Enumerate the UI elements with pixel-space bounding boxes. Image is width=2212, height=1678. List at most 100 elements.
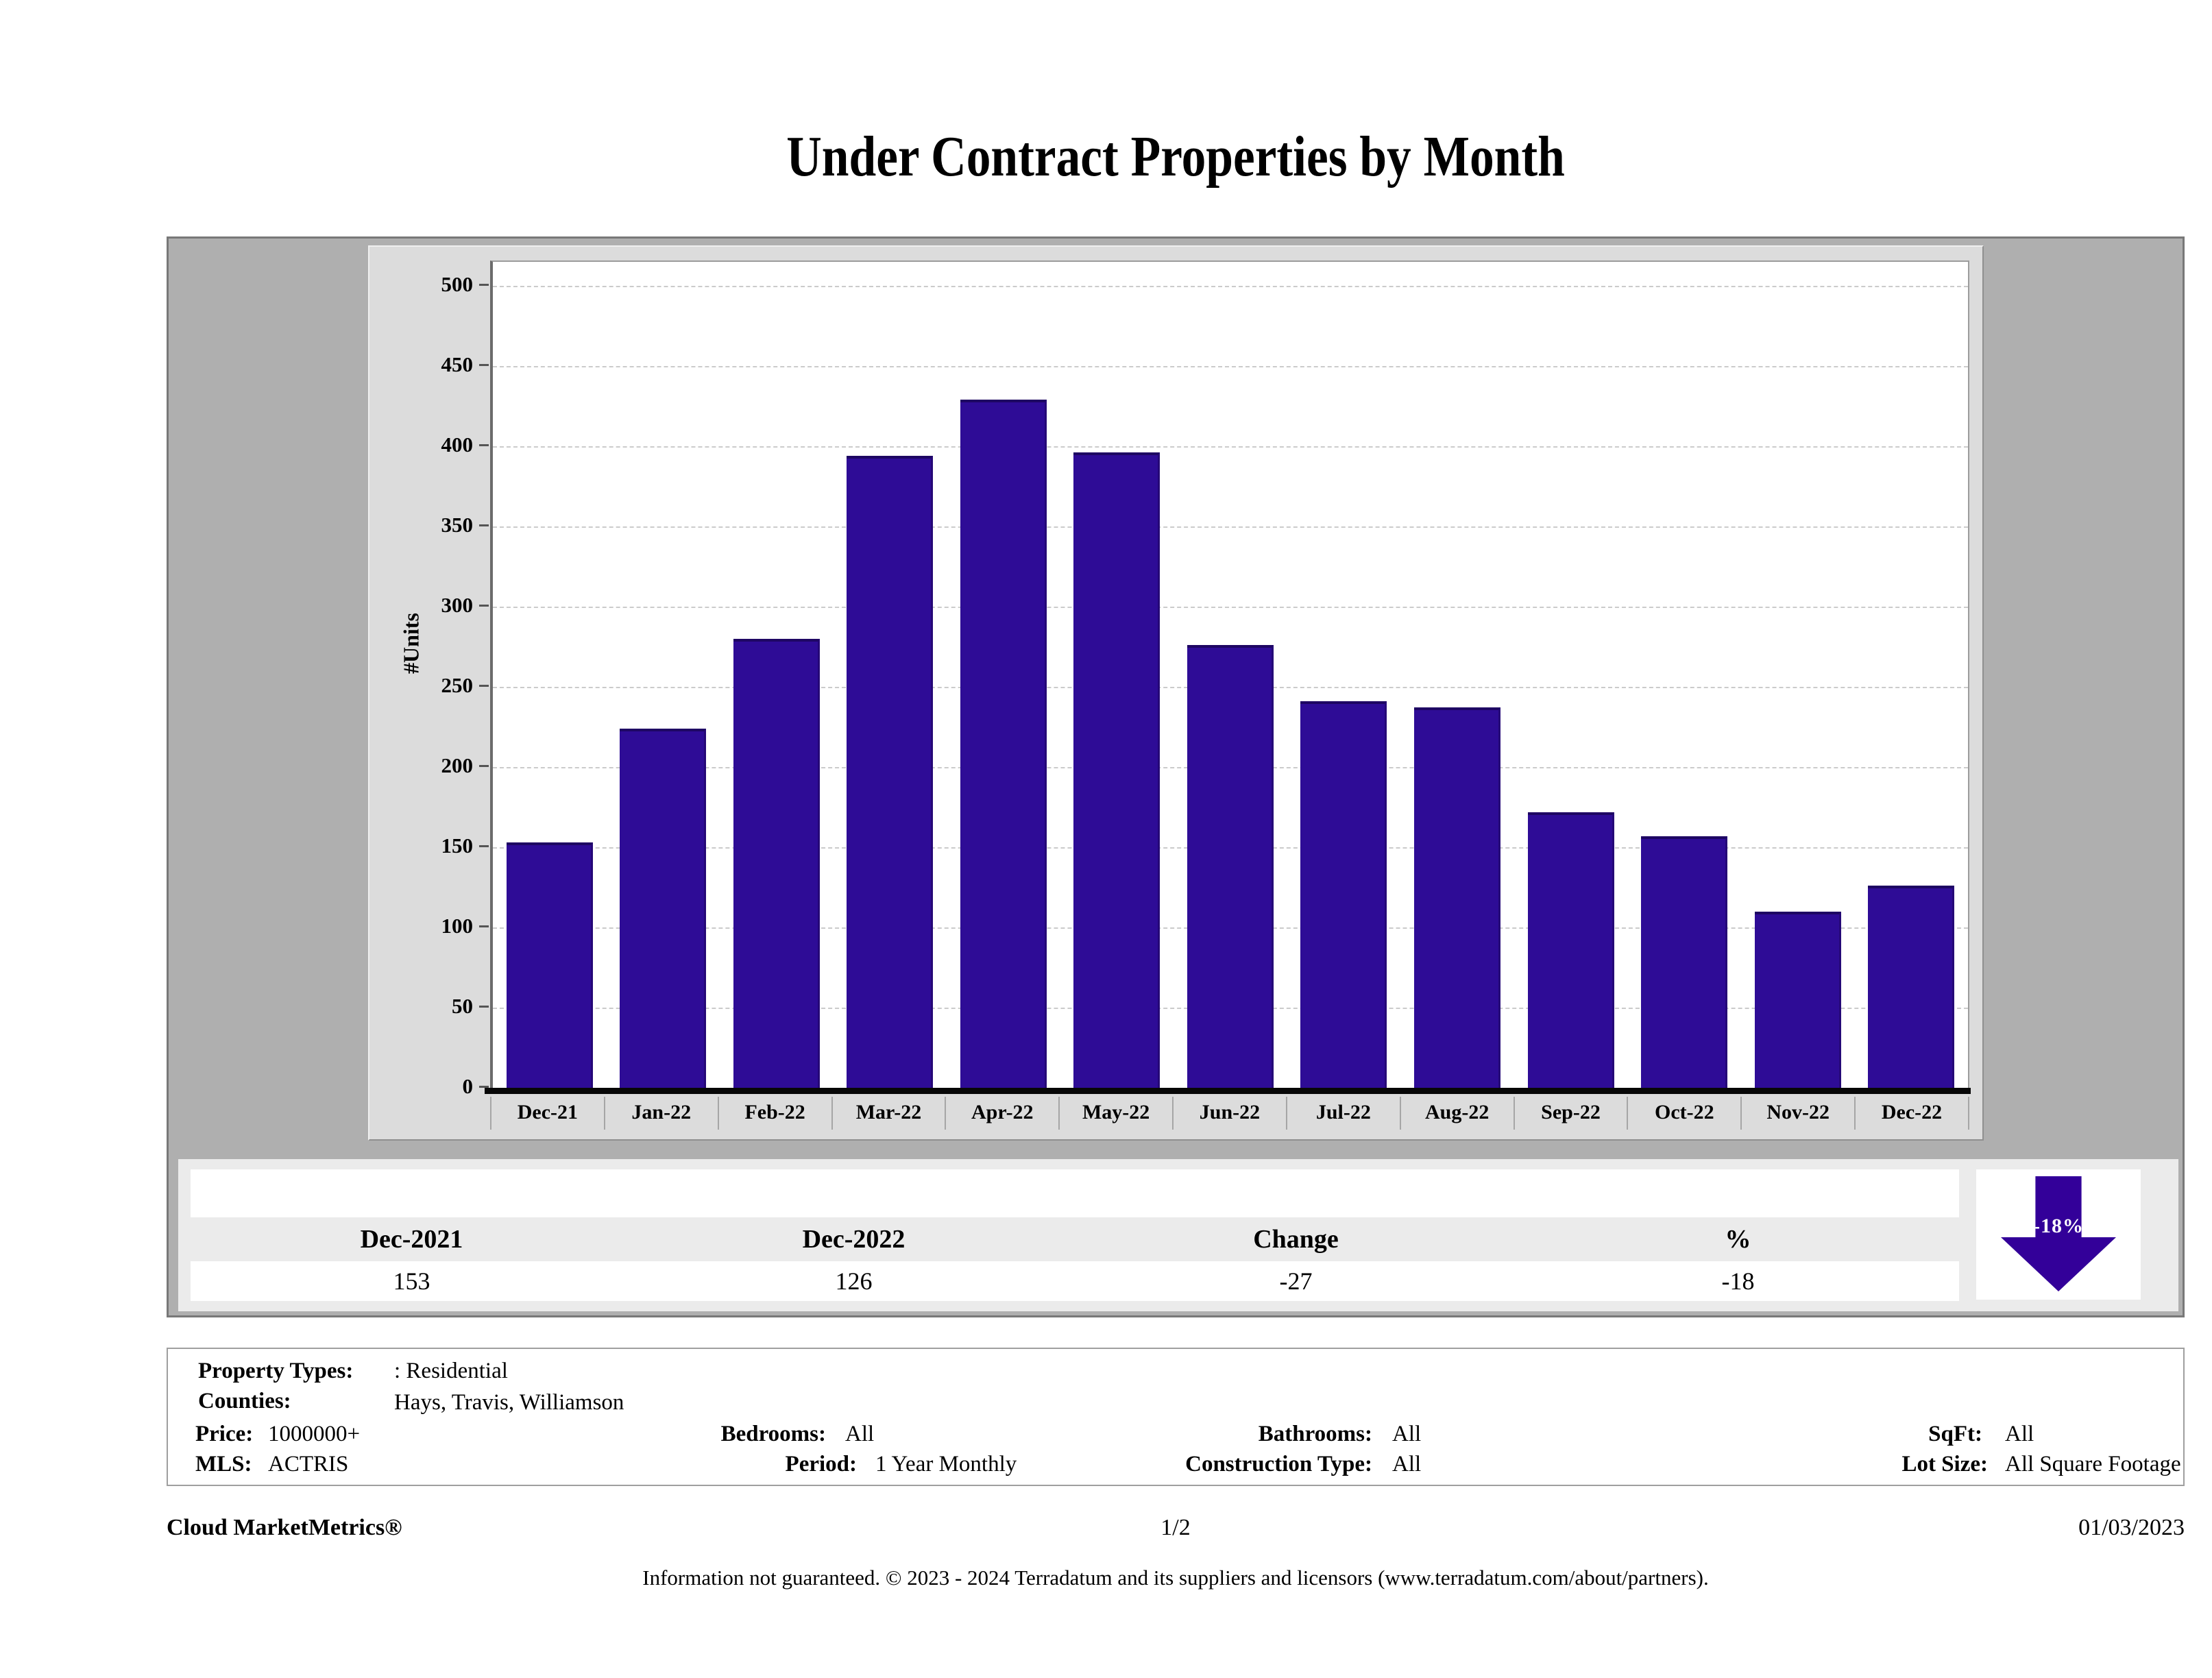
chart-panel: #Units 500 450 400 350 300 250 200 150 100 50 0 De… <box>167 236 2185 1317</box>
bar-slot-Jan-22 <box>607 262 720 1088</box>
summary-val-Change: -27 <box>1279 1267 1313 1295</box>
mls-value: ACTRIS <box>268 1452 349 1476</box>
y-tick-mark <box>479 925 489 927</box>
sqft-value: All <box>2005 1422 2034 1446</box>
property-types-label: Property Types: <box>198 1359 354 1383</box>
y-tick-350: 350 <box>369 511 489 539</box>
x-tick-Mar-22: Mar-22 <box>831 1097 945 1130</box>
property-types-value: : Residential <box>394 1359 508 1383</box>
bathrooms-label: Bathrooms: <box>1258 1422 1372 1446</box>
y-tick-mark <box>479 764 489 767</box>
y-tick-300: 300 <box>369 591 489 620</box>
summary-col-%: % <box>1725 1225 1751 1254</box>
bar-slot-Aug-22 <box>1400 262 1514 1088</box>
y-tick-500: 500 <box>369 270 489 299</box>
bar-Aug-22 <box>1414 707 1501 1088</box>
x-tick-Nov-22: Nov-22 <box>1740 1097 1854 1130</box>
construction-type-value: All <box>1392 1452 1422 1476</box>
period-label: Period: <box>785 1452 857 1476</box>
summary-strip: Dec-2021 Dec-2022 Change% 153 126 -27 -18 -18… <box>178 1159 2178 1311</box>
y-tick-label: 250 <box>441 673 474 697</box>
x-tick-Apr-22: Apr-22 <box>945 1097 1058 1130</box>
bar-slot-May-22 <box>1060 262 1174 1088</box>
bar-Mar-22 <box>847 456 934 1088</box>
bar-slot-Dec-22 <box>1854 262 1968 1088</box>
disclaimer: Information not guaranteed. © 2023 - 202… <box>642 1566 1709 1590</box>
page-title: Under Contract Properties by Month <box>167 123 2185 206</box>
bar-slot-Nov-22 <box>1741 262 1855 1088</box>
x-tick-Dec-22: Dec-22 <box>1854 1097 1969 1130</box>
bar-Feb-22 <box>733 639 820 1088</box>
y-axis-labels: 500 450 400 350 300 250 200 150 100 50 0 <box>369 247 489 1131</box>
y-tick-100: 100 <box>369 912 489 940</box>
price-label: Price: <box>195 1422 254 1446</box>
gridline-350 <box>493 526 1968 528</box>
bar-Jan-22 <box>620 729 707 1088</box>
bar-slot-Apr-22 <box>947 262 1060 1088</box>
change-percent-label: -18% <box>2033 1215 2084 1237</box>
bar-Apr-22 <box>960 400 1047 1088</box>
gridline-300 <box>493 607 1968 608</box>
x-tick-May-22: May-22 <box>1058 1097 1172 1130</box>
y-tick-label: 300 <box>441 593 474 617</box>
bars-layer <box>493 262 1968 1088</box>
y-tick-label: 350 <box>441 513 474 537</box>
change-badge: -18% <box>1976 1169 2141 1300</box>
x-axis-labels: Dec-21 Jan-22 Feb-22 Mar-22 Apr-22 May-22 Jun-… <box>490 1097 1969 1130</box>
bar-Jun-22 <box>1187 645 1274 1088</box>
chart-container: #Units 500 450 400 350 300 250 200 150 100 50 0 De… <box>368 245 1984 1141</box>
bar-Oct-22 <box>1641 836 1728 1088</box>
bar-Sep-22 <box>1527 812 1614 1088</box>
x-axis-baseline <box>485 1088 1971 1094</box>
criteria-box: Property Types: : Residential Counties: … <box>167 1348 2185 1486</box>
gridline-500 <box>493 286 1968 287</box>
summary-value-row: 153 126 -27 -18 <box>191 1261 1959 1301</box>
bar-slot-Jul-22 <box>1287 262 1401 1088</box>
mls-label: MLS: <box>195 1452 252 1476</box>
x-tick-Feb-22: Feb-22 <box>717 1097 831 1130</box>
bar-Jul-22 <box>1300 701 1387 1088</box>
y-tick-label: 0 <box>462 1074 474 1098</box>
x-tick-Jan-22: Jan-22 <box>603 1097 718 1130</box>
y-tick-150: 150 <box>369 831 489 860</box>
brand-label: Cloud MarketMetrics® <box>167 1515 402 1540</box>
y-tick-mark <box>479 1085 489 1088</box>
price-value: 1000000+ <box>268 1422 361 1446</box>
footer: Cloud MarketMetrics® 1/2 01/03/2023 <box>167 1515 2185 1546</box>
x-tick-Jun-22: Jun-22 <box>1172 1097 1286 1130</box>
bar-slot-Dec-21 <box>493 262 607 1088</box>
x-tick-Aug-22: Aug-22 <box>1399 1097 1514 1130</box>
page-number: 1/2 <box>1160 1515 1191 1540</box>
y-tick-label: 150 <box>441 834 474 858</box>
bar-Nov-22 <box>1754 912 1841 1088</box>
construction-type-label: Construction Type: <box>1185 1452 1372 1476</box>
y-tick-400: 400 <box>369 430 489 459</box>
gridline-400 <box>493 446 1968 448</box>
y-tick-label: 200 <box>441 753 474 777</box>
y-tick-mark <box>479 844 489 847</box>
y-tick-450: 450 <box>369 350 489 379</box>
x-tick-Oct-22: Oct-22 <box>1627 1097 1740 1130</box>
bathrooms-value: All <box>1392 1422 1422 1446</box>
y-tick-mark <box>479 363 489 366</box>
y-tick-0: 0 <box>369 1072 489 1101</box>
bar-slot-Feb-22 <box>720 262 834 1088</box>
bedrooms-value: All <box>845 1422 875 1446</box>
lot-size-value: All Square Footage <box>2005 1452 2181 1476</box>
summary-val-Dec-2021: 153 <box>393 1267 430 1295</box>
y-tick-200: 200 <box>369 751 489 780</box>
y-tick-50: 50 <box>369 992 489 1021</box>
bar-slot-Oct-22 <box>1627 262 1741 1088</box>
summary-val-Dec-2022: 126 <box>835 1267 873 1295</box>
summary-col-Dec-2021: Dec-2021 <box>360 1225 463 1254</box>
lot-size-label: Lot Size: <box>1901 1452 1988 1476</box>
summary-header-row: Dec-2021 Dec-2022 Change% <box>191 1217 1959 1261</box>
summary-table: Dec-2021 Dec-2022 Change% 153 126 -27 -18 <box>191 1169 1959 1301</box>
counties-value: Hays, Travis, Williamson <box>394 1390 624 1415</box>
x-tick-Dec-21: Dec-21 <box>490 1097 604 1130</box>
counties-label: Counties: <box>198 1389 291 1413</box>
y-tick-label: 400 <box>441 433 474 457</box>
summary-val-%: -18 <box>1721 1267 1755 1295</box>
period-value: 1 Year Monthly <box>875 1452 1017 1476</box>
summary-col-Dec-2022: Dec-2022 <box>802 1225 906 1254</box>
